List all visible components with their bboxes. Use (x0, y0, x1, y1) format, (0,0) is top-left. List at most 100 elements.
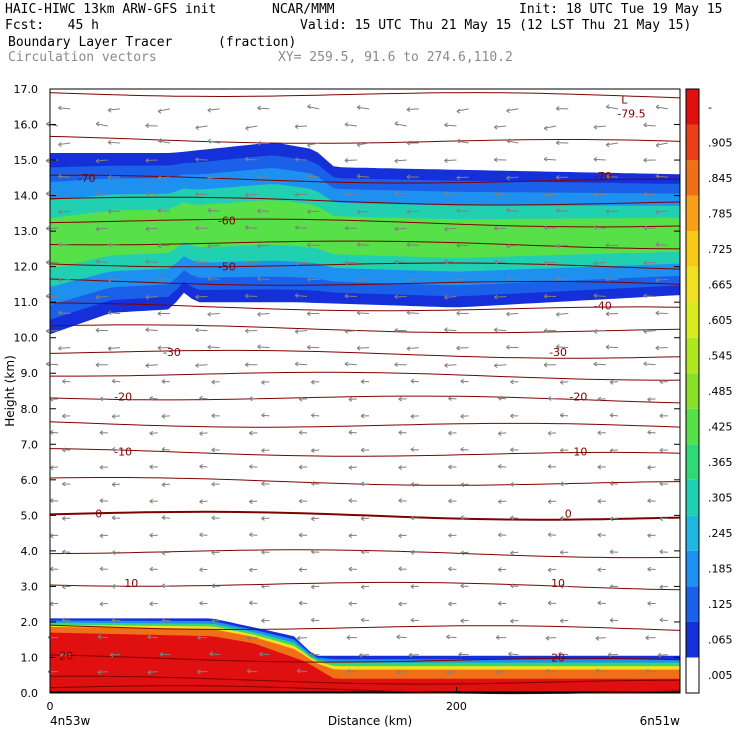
circulation-vector (306, 311, 320, 317)
vector-head (60, 655, 64, 658)
vector-head (195, 125, 199, 129)
vector-head (547, 499, 552, 503)
vector-shaft (195, 125, 208, 129)
vector-head (199, 567, 203, 571)
vector-head (497, 567, 502, 570)
vector-head (559, 585, 564, 589)
circulation-vector (410, 617, 419, 623)
circulation-vector (547, 499, 557, 505)
colorbar-swatch (686, 586, 699, 622)
circulation-vector (448, 533, 457, 538)
vector-head (607, 654, 612, 658)
vector-shaft (506, 278, 519, 280)
circulation-vector (605, 311, 619, 317)
circulation-vector (555, 208, 569, 214)
vector-head (249, 602, 253, 606)
vector-shaft (58, 278, 71, 281)
circulation-vector (605, 344, 619, 350)
circulation-vector (107, 346, 121, 351)
vector-shaft (593, 363, 606, 366)
vector-head (195, 157, 199, 160)
vector-head (460, 552, 464, 556)
vector-head (207, 311, 211, 315)
vector-head (593, 124, 598, 128)
circulation-vector (559, 515, 569, 521)
vector-head (555, 314, 560, 317)
vector-head (356, 279, 361, 283)
vector-head (307, 211, 311, 215)
vector-head (605, 176, 610, 179)
vector-head (643, 191, 647, 195)
vector-head (294, 192, 299, 196)
vector-head (159, 651, 164, 655)
vector-shaft (556, 346, 569, 349)
circulation-vector (547, 567, 557, 573)
circulation-vector (107, 139, 121, 145)
circulation-vector (45, 328, 59, 334)
vector-head (147, 634, 152, 638)
vector-head (545, 670, 550, 674)
circulation-vector (647, 533, 656, 538)
vector-head (547, 600, 552, 604)
circulation-vector (211, 447, 220, 453)
circulation-vector (257, 105, 270, 111)
vector-head (49, 465, 54, 469)
temperature-contour-line (49, 395, 681, 404)
vector-head (408, 652, 413, 656)
circulation-vector (605, 276, 619, 282)
vector-head (107, 279, 112, 283)
vector-head (497, 433, 502, 436)
vector-head (410, 447, 415, 450)
vector-head (547, 464, 552, 467)
circulation-vector (307, 104, 320, 110)
vector-head (149, 500, 153, 504)
vector-shaft (311, 414, 320, 417)
vector-head (394, 123, 399, 127)
vector-shaft (58, 142, 71, 146)
vector-head (247, 668, 251, 672)
circulation-vector (348, 498, 357, 504)
vector-head (157, 140, 162, 144)
circulation-vector (605, 174, 619, 179)
vector-head (408, 654, 413, 658)
contour-label: -20 (114, 390, 132, 403)
vector-head (360, 619, 365, 623)
vector-head (460, 620, 464, 624)
circulation-vector (49, 601, 59, 607)
vector-head (294, 194, 299, 198)
vector-shaft (247, 670, 258, 673)
circulation-vector (398, 498, 407, 503)
vector-head (593, 194, 598, 198)
vector-head (643, 361, 647, 365)
vector-head (49, 568, 54, 572)
vector-head (605, 106, 610, 110)
colorbar-label: .425 (708, 421, 733, 434)
vector-shaft (357, 142, 370, 146)
colorbar-swatch (686, 550, 699, 587)
vector-head (460, 583, 464, 587)
contour-label: -40 (594, 300, 612, 313)
vector-shaft (643, 124, 656, 127)
vector-shaft (195, 329, 208, 332)
vector-head (294, 331, 299, 334)
vector-head (559, 379, 564, 383)
circulation-vector (497, 431, 507, 436)
vector-head (398, 603, 402, 607)
x-tick-label: 200 (446, 700, 467, 713)
vector-head (261, 620, 265, 624)
circulation-vector (199, 532, 208, 538)
vector-head (595, 668, 600, 672)
vector-head (147, 669, 152, 673)
colorbar: .005.065.125.185.245.305.365.425.485.545… (685, 88, 733, 694)
circulation-vector (145, 191, 158, 196)
vector-head (360, 586, 365, 590)
circulation-vector (157, 243, 170, 249)
vector-head (456, 279, 460, 282)
circulation-vector (249, 464, 258, 470)
circulation-vector (207, 175, 220, 181)
circulation-vector (448, 601, 457, 607)
vector-shaft (97, 671, 108, 673)
colorbar-swatch (686, 444, 699, 480)
vector-head (506, 278, 510, 282)
circulation-vector (145, 295, 158, 300)
